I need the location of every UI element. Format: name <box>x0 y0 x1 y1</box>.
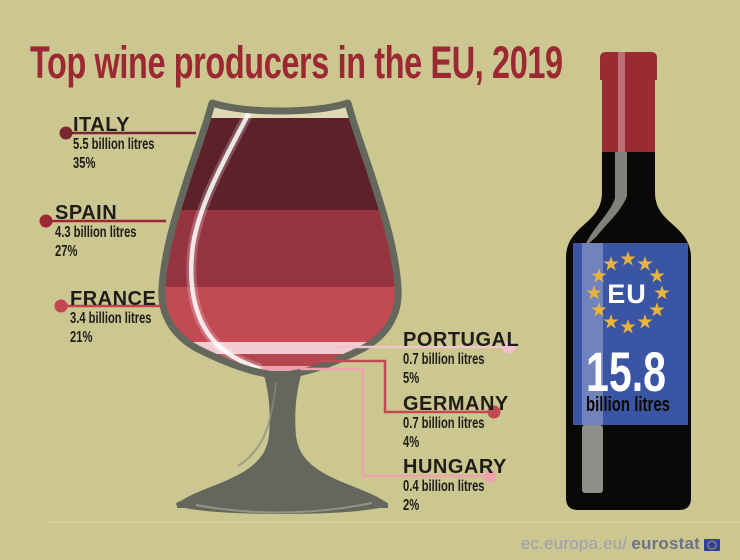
country-percent: 5% <box>403 370 420 387</box>
eurostat-url-prefix: ec.europa.eu/ <box>520 534 628 553</box>
country-label-hungary: HUNGARY 0.4 billion litres 2% <box>403 457 519 515</box>
country-name: SPAIN <box>55 202 118 224</box>
page-title: Top wine producers in the EU, 2019 <box>30 37 563 88</box>
callout-dot-italy <box>59 126 73 140</box>
country-name: PORTUGAL <box>403 329 520 351</box>
bottle-neck-highlight <box>584 152 627 248</box>
country-value: 5.5 billion litres <box>73 136 155 153</box>
callout-dot-france <box>54 299 68 313</box>
bottle-cap-highlight <box>618 52 625 152</box>
stem-highlight <box>237 381 277 467</box>
glass-highlight-line <box>189 104 261 371</box>
country-name: HUNGARY <box>403 456 507 478</box>
foot-highlight <box>195 502 373 514</box>
callout-line-hungary <box>300 367 487 478</box>
country-percent: 35% <box>73 155 96 172</box>
country-name: ITALY <box>73 114 130 136</box>
country-label-germany: GERMANY 0.7 billion litres 4% <box>403 394 519 452</box>
footer-divider <box>45 522 740 523</box>
country-value: 0.7 billion litres <box>403 415 485 432</box>
total-value-text: 15.8 <box>586 340 666 403</box>
callout-line-germany <box>320 359 491 414</box>
country-value: 0.4 billion litres <box>403 478 485 495</box>
bottle-label-highlight <box>582 243 603 425</box>
country-name: GERMANY <box>403 393 509 415</box>
country-label-italy: ITALY 5.5 billion litres 35% <box>73 115 189 173</box>
country-percent: 21% <box>70 329 93 346</box>
callout-dot-germany <box>487 405 501 419</box>
eurostat-credit-link[interactable]: ec.europa.eu/eurostat <box>521 534 720 554</box>
bottle-label <box>573 243 688 425</box>
country-percent: 27% <box>55 243 78 260</box>
country-value: 4.3 billion litres <box>55 224 137 241</box>
eurostat-brand: eurostat <box>631 534 700 553</box>
country-label-france: FRANCE 3.4 billion litres 21% <box>70 289 186 347</box>
wine-band-spain <box>161 210 399 287</box>
total-unit-text: billion litres <box>586 394 670 416</box>
glass-stem-foot <box>176 371 388 514</box>
wine-band-france <box>161 287 399 342</box>
country-percent: 4% <box>403 434 420 451</box>
country-label-portugal: PORTUGAL 0.7 billion litres 5% <box>403 330 519 388</box>
country-value: 3.4 billion litres <box>70 310 152 327</box>
callout-lines <box>39 126 516 483</box>
bottle-cap <box>600 52 657 152</box>
bottle-body-highlight <box>582 425 603 493</box>
country-name: FRANCE <box>70 288 157 310</box>
callout-dot-spain <box>39 214 53 228</box>
eu-flag-icon <box>704 539 720 551</box>
country-label-spain: SPAIN 4.3 billion litres 27% <box>55 203 171 261</box>
country-value: 0.7 billion litres <box>403 351 485 368</box>
glass-stem <box>177 371 388 508</box>
country-percent: 2% <box>403 497 420 514</box>
callout-dot-hungary <box>483 469 497 483</box>
callout-dot-portugal <box>502 340 516 354</box>
wine-bottle: EU 15.8 billion litres <box>566 52 691 510</box>
eu-label-text: EU <box>607 279 647 309</box>
